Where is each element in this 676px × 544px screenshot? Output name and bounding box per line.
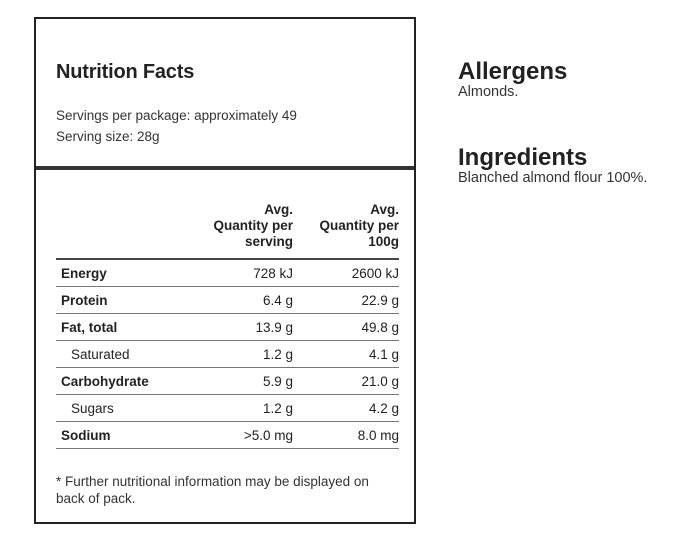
- table-row: Fat, total 13.9 g 49.8 g: [56, 313, 399, 341]
- header-blank-cell: [56, 202, 198, 260]
- table-row: Sugars 1.2 g 4.2 g: [56, 394, 399, 422]
- per-serving-value: 1.2 g: [198, 340, 293, 368]
- per-serving-value: 728 kJ: [198, 259, 293, 287]
- per-100g-value: 2600 kJ: [293, 259, 399, 287]
- per-serving-value: >5.0 mg: [198, 421, 293, 449]
- nutrition-facts-title: Nutrition Facts: [56, 61, 195, 83]
- footnote: * Further nutritional information may be…: [56, 474, 369, 506]
- nutrient-name: Energy: [56, 259, 198, 287]
- table-row: Carbohydrate 5.9 g 21.0 g: [56, 367, 399, 395]
- header-per-100g-line1: Avg.: [370, 202, 399, 217]
- table-row: Saturated 1.2 g 4.1 g: [56, 340, 399, 368]
- per-serving-value: 5.9 g: [198, 367, 293, 395]
- nutrient-name: Protein: [56, 286, 198, 314]
- nutrition-table: Avg. Quantity per serving Avg. Quantity …: [56, 202, 399, 449]
- nutrient-name: Sugars: [56, 394, 198, 422]
- table-row: Energy 728 kJ 2600 kJ: [56, 259, 399, 287]
- header-per-100g: Avg. Quantity per 100g: [293, 202, 399, 260]
- ingredients-heading-text: Ingredients: [458, 143, 588, 171]
- per-serving-value: 6.4 g: [198, 286, 293, 314]
- per-serving-value: 13.9 g: [198, 313, 293, 341]
- allergens-heading-text: Allergens: [458, 57, 568, 85]
- table-row: Sodium >5.0 mg 8.0 mg: [56, 421, 399, 449]
- header-per-serving-line3: serving: [244, 234, 293, 249]
- header-per-100g-line3: 100g: [368, 234, 399, 249]
- ingredients-text: Blanched almond flour 100%.: [458, 170, 648, 186]
- nutrient-name: Sodium: [56, 421, 198, 449]
- per-100g-value: 49.8 g: [293, 313, 399, 341]
- allergens-heading: Allergens: [458, 58, 567, 86]
- nutrient-name: Carbohydrate: [56, 367, 198, 395]
- nutrition-facts-panel: Nutrition Facts Servings per package: ap…: [34, 17, 416, 524]
- servings-per-package: Servings per package: approximately 49: [56, 108, 297, 123]
- allergens-text: Almonds.: [458, 84, 519, 100]
- header-per-serving: Avg. Quantity per serving: [198, 202, 293, 260]
- per-100g-value: 4.2 g: [293, 394, 399, 422]
- per-100g-value: 8.0 mg: [293, 421, 399, 449]
- serving-size: Serving size: 28g: [56, 129, 160, 144]
- header-per-100g-line2: Quantity per: [319, 218, 399, 233]
- per-100g-value: 4.1 g: [293, 340, 399, 368]
- ingredients-heading: Ingredients: [458, 144, 587, 172]
- per-serving-value: 1.2 g: [198, 394, 293, 422]
- per-100g-value: 22.9 g: [293, 286, 399, 314]
- nutrient-name: Fat, total: [56, 313, 198, 341]
- per-100g-value: 21.0 g: [293, 367, 399, 395]
- nutrition-table-header: Avg. Quantity per serving Avg. Quantity …: [56, 202, 399, 260]
- table-row: Protein 6.4 g 22.9 g: [56, 286, 399, 314]
- header-per-serving-line2: Quantity per: [213, 218, 293, 233]
- nutrient-name: Saturated: [56, 340, 198, 368]
- section-divider: [36, 166, 414, 170]
- header-per-serving-line1: Avg.: [264, 202, 293, 217]
